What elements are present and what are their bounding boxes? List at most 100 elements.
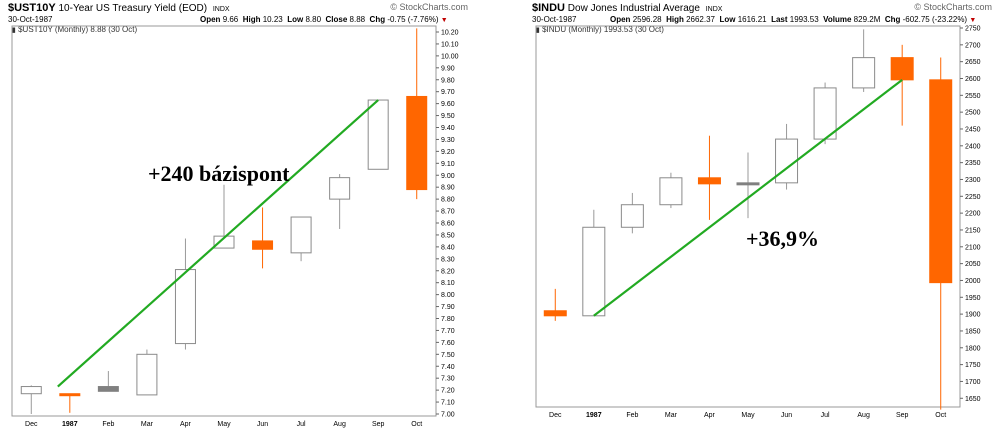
y-tick-label: 8.00 xyxy=(441,292,455,299)
y-tick-label: 2400 xyxy=(965,143,981,150)
x-tick-label: Dec xyxy=(25,421,38,428)
trend-line xyxy=(58,100,378,387)
candle-body xyxy=(814,88,836,139)
candle-body xyxy=(930,80,952,283)
candle-body xyxy=(368,100,388,169)
candle-body xyxy=(291,217,311,253)
y-tick-label: 9.30 xyxy=(441,137,455,144)
x-tick-label: Apr xyxy=(180,421,192,428)
candle-body xyxy=(407,96,427,189)
y-tick-label: 10.00 xyxy=(441,53,459,60)
y-tick-label: 7.90 xyxy=(441,304,455,311)
y-tick-label: 2250 xyxy=(965,194,981,201)
y-tick-label: 2200 xyxy=(965,211,981,218)
y-tick-label: 7.70 xyxy=(441,328,455,335)
y-tick-label: 2650 xyxy=(965,59,981,66)
y-tick-label: 9.60 xyxy=(441,101,455,108)
y-tick-label: 2600 xyxy=(965,76,981,83)
x-tick-label: Jun xyxy=(257,421,268,428)
candle-body xyxy=(698,178,720,184)
x-tick-label: Sep xyxy=(896,412,909,419)
treasury-yield-plot: 7.007.107.207.307.407.507.607.707.807.90… xyxy=(0,0,470,434)
x-tick-label: Dec xyxy=(549,412,562,419)
y-tick-label: 2050 xyxy=(965,261,981,268)
x-tick-label: 1987 xyxy=(586,412,602,419)
y-tick-label: 1950 xyxy=(965,295,981,302)
y-tick-label: 8.30 xyxy=(441,256,455,263)
x-tick-label: Feb xyxy=(102,421,114,428)
candle-body xyxy=(583,227,605,316)
x-tick-label: May xyxy=(741,412,755,419)
candle-body xyxy=(891,58,913,80)
y-tick-label: 1650 xyxy=(965,396,981,403)
y-tick-label: 2150 xyxy=(965,227,981,234)
y-tick-label: 8.70 xyxy=(441,209,455,216)
dow-jones-plot: 1650170017501800185019001950200020502100… xyxy=(524,0,994,434)
y-tick-label: 1700 xyxy=(965,379,981,386)
x-tick-label: Apr xyxy=(704,412,716,419)
x-tick-label: Mar xyxy=(141,421,154,428)
x-tick-label: Oct xyxy=(411,421,422,428)
candle-body xyxy=(330,178,350,199)
y-tick-label: 1850 xyxy=(965,328,981,335)
x-tick-label: Aug xyxy=(333,421,346,428)
x-tick-label: May xyxy=(217,421,231,428)
candle-body xyxy=(253,241,273,249)
y-tick-label: 7.20 xyxy=(441,388,455,395)
candle-body xyxy=(98,387,118,392)
y-tick-label: 1900 xyxy=(965,312,981,319)
candle-body xyxy=(137,354,157,395)
y-tick-label: 9.90 xyxy=(441,65,455,72)
x-tick-label: Jul xyxy=(821,412,830,419)
y-tick-label: 2450 xyxy=(965,126,981,133)
y-tick-label: 10.10 xyxy=(441,41,459,48)
y-tick-label: 9.10 xyxy=(441,161,455,168)
candle-body xyxy=(621,205,643,228)
x-tick-label: Mar xyxy=(665,412,678,419)
y-tick-label: 2700 xyxy=(965,42,981,49)
y-tick-label: 7.40 xyxy=(441,364,455,371)
x-tick-label: Aug xyxy=(857,412,870,419)
y-tick-label: 2000 xyxy=(965,278,981,285)
treasury-yield-chart-panel: $UST10Y 10-Year US Treasury Yield (EOD) … xyxy=(0,0,470,434)
y-tick-label: 9.40 xyxy=(441,125,455,132)
annotation-label: +240 bázispont xyxy=(148,161,290,186)
y-tick-label: 8.60 xyxy=(441,221,455,228)
y-tick-label: 8.80 xyxy=(441,197,455,204)
y-tick-label: 2300 xyxy=(965,177,981,184)
y-tick-label: 2750 xyxy=(965,26,981,33)
y-tick-label: 1750 xyxy=(965,362,981,369)
y-tick-label: 9.70 xyxy=(441,89,455,96)
trend-line xyxy=(594,80,902,316)
candle-body xyxy=(660,178,682,205)
y-tick-label: 2550 xyxy=(965,93,981,100)
y-tick-label: 7.50 xyxy=(441,352,455,359)
candle-body xyxy=(776,139,798,183)
y-tick-label: 7.60 xyxy=(441,340,455,347)
y-tick-label: 8.10 xyxy=(441,280,455,287)
x-tick-label: Sep xyxy=(372,421,385,428)
y-tick-label: 8.90 xyxy=(441,185,455,192)
y-tick-label: 8.40 xyxy=(441,244,455,251)
y-tick-label: 9.00 xyxy=(441,173,455,180)
y-tick-label: 7.80 xyxy=(441,316,455,323)
y-tick-label: 7.10 xyxy=(441,400,455,407)
y-tick-label: 2350 xyxy=(965,160,981,167)
annotation-label: +36,9% xyxy=(746,226,819,251)
y-tick-label: 2100 xyxy=(965,244,981,251)
dow-jones-chart-panel: $INDU Dow Jones Industrial Average INDX … xyxy=(524,0,994,434)
y-tick-label: 10.20 xyxy=(441,30,459,37)
y-tick-label: 8.50 xyxy=(441,232,455,239)
x-tick-label: Feb xyxy=(626,412,638,419)
y-tick-label: 9.20 xyxy=(441,149,455,156)
y-tick-label: 2500 xyxy=(965,110,981,117)
y-tick-label: 7.00 xyxy=(441,412,455,419)
x-tick-label: Oct xyxy=(935,412,946,419)
candle-body xyxy=(737,183,759,185)
y-tick-label: 9.50 xyxy=(441,113,455,120)
x-tick-label: Jul xyxy=(297,421,306,428)
candle-body xyxy=(21,387,41,394)
candle-body xyxy=(175,270,195,344)
y-tick-label: 9.80 xyxy=(441,77,455,84)
candle-body xyxy=(853,58,875,88)
